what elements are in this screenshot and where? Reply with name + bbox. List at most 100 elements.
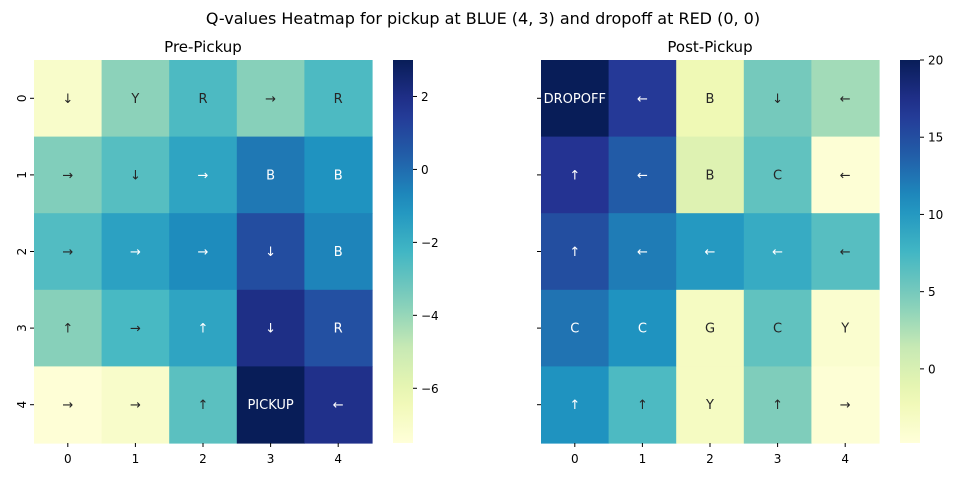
cell-annotation: ← [705, 245, 716, 260]
heatmap-cell [676, 289, 745, 367]
heatmap-cell [101, 213, 170, 291]
colorbar-tick-label: 15 [928, 131, 943, 145]
colorbar-tick-label: 10 [928, 208, 943, 222]
cell-annotation: → [265, 92, 276, 107]
heatmap-cell [304, 213, 373, 291]
cell-annotation: → [840, 398, 851, 413]
x-tick-label: 0 [571, 452, 579, 466]
x-tick-label: 1 [639, 452, 647, 466]
y-tick-label: 2 [15, 248, 29, 256]
heatmap-cell [743, 136, 812, 214]
heatmap-cell [236, 366, 305, 444]
cell-annotation: B [266, 168, 275, 183]
heatmap-cell [811, 213, 880, 291]
cell-annotation: ↑ [569, 168, 580, 183]
cell-annotation: → [198, 245, 209, 260]
cell-annotation: Y [130, 92, 139, 107]
figure-title: Q-values Heatmap for pickup at BLUE (4, … [206, 9, 760, 28]
cell-annotation: C [570, 322, 579, 337]
x-tick-label: 3 [774, 452, 782, 466]
cell-annotation: ← [637, 245, 648, 260]
heatmap-cell [608, 60, 677, 138]
cell-annotation: ← [840, 245, 851, 260]
cell-annotation: ↓ [265, 245, 276, 260]
heatmap-cell [169, 289, 238, 367]
heatmap-cell [34, 136, 103, 214]
cell-annotation: C [773, 168, 782, 183]
x-tick-label: 0 [64, 452, 72, 466]
cell-annotation: ↑ [569, 398, 580, 413]
colorbar-tick-label: 0 [421, 163, 429, 177]
x-tick-label: 1 [132, 452, 140, 466]
heatmap-cell [608, 213, 677, 291]
colorbar [900, 60, 920, 443]
heatmap-cell [608, 366, 677, 444]
heatmap-pre-pickup: Pre-Pickup ↓ Y R → R → ↓ → B B → → → ↓ B ↑ → ↑ ↓ R → → ↑ PICKUP ←… [15, 38, 439, 466]
cell-annotation: → [62, 168, 73, 183]
cell-annotation: ↓ [772, 92, 783, 107]
cell-annotation: ← [637, 168, 648, 183]
heatmap-cell [169, 136, 238, 214]
y-tick-label: 1 [15, 171, 29, 179]
heatmap-cell [101, 366, 170, 444]
heatmap-cell [743, 213, 812, 291]
heatmap-cell [34, 289, 103, 367]
y-tick-label: 3 [15, 324, 29, 332]
cell-annotation: ← [772, 245, 783, 260]
heatmap-cell [236, 136, 305, 214]
colorbar-tick-label: 20 [928, 54, 943, 68]
heatmap-cell [811, 136, 880, 214]
heatmap-cell [101, 136, 170, 214]
cell-annotation: C [638, 322, 647, 337]
heatmap-cell [101, 289, 170, 367]
cell-annotation: → [130, 245, 141, 260]
heatmap-cell [676, 136, 745, 214]
cell-annotation: Y [840, 322, 849, 337]
cell-annotation: → [62, 245, 73, 260]
x-tick-label: 2 [199, 452, 207, 466]
heatmap-cell [34, 213, 103, 291]
cell-annotation: Y [705, 398, 714, 413]
y-tick-label: 0 [15, 94, 29, 102]
cell-annotation: → [198, 168, 209, 183]
heatmap-cell [676, 60, 745, 138]
x-tick-label: 4 [841, 452, 849, 466]
cell-annotation: B [334, 168, 343, 183]
cell-annotation: ← [637, 92, 648, 107]
heatmap-cell [811, 60, 880, 138]
cell-annotation: ↑ [198, 322, 209, 337]
heatmap-cell [743, 289, 812, 367]
cell-annotation: R [334, 92, 343, 107]
cell-annotation: PICKUP [247, 398, 293, 413]
cell-annotation: ← [840, 92, 851, 107]
panel-title: Pre-Pickup [164, 38, 242, 56]
cell-annotation: B [706, 168, 715, 183]
cell-annotation: B [706, 92, 715, 107]
heatmap-cell [304, 366, 373, 444]
cell-annotation: ↑ [772, 398, 783, 413]
colorbar-tick-label: 2 [421, 90, 429, 104]
cell-annotation: ← [333, 398, 344, 413]
heatmap-cell [608, 136, 677, 214]
cell-annotation: DROPOFF [544, 92, 606, 107]
cell-annotation: ↑ [198, 398, 209, 413]
panel-title: Post-Pickup [667, 38, 752, 56]
heatmap-cell [101, 60, 170, 138]
colorbar-tick-label: −2 [421, 236, 439, 250]
heatmap-cell [676, 366, 745, 444]
heatmap-cell [608, 289, 677, 367]
cell-annotation: → [130, 322, 141, 337]
heatmap-cell [541, 136, 610, 214]
cell-annotation: ← [840, 168, 851, 183]
colorbar-tick-label: −6 [421, 382, 439, 396]
x-tick-label: 2 [706, 452, 714, 466]
heatmap-cell [169, 213, 238, 291]
colorbar-tick-label: −4 [421, 309, 439, 323]
cell-annotation: ↑ [62, 322, 73, 337]
colorbar-tick-label: 0 [928, 362, 936, 376]
heatmap-cell [236, 60, 305, 138]
heatmap-cell [743, 60, 812, 138]
heatmap-cell [236, 289, 305, 367]
